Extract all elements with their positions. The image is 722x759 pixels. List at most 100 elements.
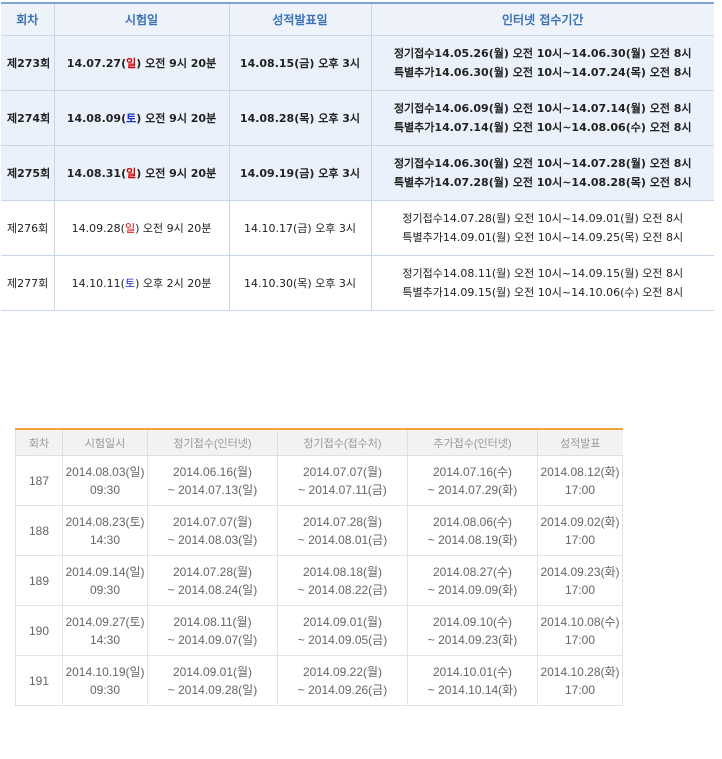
exam-datetime-cell-line2: 09:30 <box>89 582 121 597</box>
result-date-cell: 14.08.28(목) 오후 3시 <box>228 90 371 146</box>
regular-online-cell: 2014.07.07(월) ~ 2014.08.03(일) <box>147 505 278 556</box>
header-exam-date: 시험일 <box>53 2 229 36</box>
result-cell-line2: 17:00 <box>564 682 596 697</box>
header-regular-offline: 정기접수(접수처) <box>277 428 408 456</box>
result-cell-line2: 17:00 <box>564 632 596 647</box>
result-date-cell: 14.08.15(금) 오후 3시 <box>228 35 371 91</box>
exam-date-prefix: 14.08.31( <box>66 166 127 180</box>
result-cell: 2014.09.02(화) 17:00 <box>537 505 623 556</box>
regular-online-cell-line1: 2014.08.11(월) <box>173 614 252 629</box>
exam-date-prefix: 14.07.27( <box>66 56 127 70</box>
result-cell: 2014.08.12(화) 17:00 <box>537 455 623 506</box>
additional-online-cell-line2: ~ 2014.08.19(화) <box>427 532 518 547</box>
result-cell-line1: 2014.10.08(수) <box>540 614 620 629</box>
table2-header-row: 회차 시험일시 정기접수(인터넷) 정기접수(접수처) 추가접수(인터넷) 성적… <box>15 428 623 456</box>
regular-online-cell-line2: ~ 2014.09.07(일) <box>167 632 258 647</box>
exam-datetime-cell: 2014.09.27(토) 14:30 <box>62 605 148 656</box>
regular-online-cell-line1: 2014.09.01(월) <box>172 664 253 679</box>
regular-offline-cell-line2: ~ 2014.08.01(금) <box>297 532 388 547</box>
regular-online-cell-line1: 2014.07.28(월) <box>172 564 253 579</box>
registration-period-cell: 정기접수14.05.26(월) 오전 10시~14.06.30(월) 오전 8시… <box>370 35 714 91</box>
exam-time: ) 오전 9시 20분 <box>136 56 217 70</box>
regular-offline-cell-line1: 2014.07.07(월) <box>302 464 383 479</box>
exam-datetime-cell: 2014.08.23(토) 14:30 <box>62 505 148 556</box>
regular-online-cell-line1: 2014.06.16(월) <box>172 464 253 479</box>
regular-online-cell-line2: ~ 2014.08.24(일) <box>167 582 258 597</box>
result-date-cell: 14.10.17(금) 오후 3시 <box>228 200 371 256</box>
header-exam-datetime: 시험일시 <box>62 428 148 456</box>
table1-header-row: 회차 시험일 성적발표일 인터넷 접수기간 <box>1 2 714 36</box>
special-registration: 특별추가14.06.30(월) 오전 10시~14.07.24(목) 오전 8시 <box>393 66 692 79</box>
table-row: 제274회 14.08.09(토) 오전 9시 20분 14.08.28(목) 오후… <box>1 90 714 146</box>
exam-date-cell: 14.08.09(토) 오전 9시 20분 <box>53 90 229 146</box>
exam-date-cell: 14.07.27(일) 오전 9시 20분 <box>53 35 229 91</box>
exam-schedule-table-2: 회차 시험일시 정기접수(인터넷) 정기접수(접수처) 추가접수(인터넷) 성적… <box>15 428 623 706</box>
table-row: 189 2014.09.14(일) 09:30 2014.07.28(월) ~ 2014… <box>15 555 623 606</box>
exam-weekday: 일 <box>124 221 136 235</box>
registration-period-cell: 정기접수14.06.30(월) 오전 10시~14.07.28(월) 오전 8시… <box>370 145 714 201</box>
exam-datetime-cell: 2014.09.14(일) 09:30 <box>62 555 148 606</box>
exam-datetime-cell-line1: 2014.09.27(토) <box>65 614 145 629</box>
round-cell: 188 <box>15 505 63 556</box>
header-round: 회차 <box>15 428 63 456</box>
registration-period-cell: 정기접수14.07.28(월) 오전 10시~14.09.01(월) 오전 8시… <box>370 200 714 256</box>
regular-offline-cell: 2014.09.22(월) ~ 2014.09.26(금) <box>277 655 408 706</box>
exam-date-prefix: 14.08.09( <box>66 111 127 125</box>
regular-offline-cell: 2014.07.07(월) ~ 2014.07.11(금) <box>277 455 408 506</box>
regular-offline-cell-line1: 2014.09.01(월) <box>302 614 383 629</box>
table-row: 제276회 14.09.28(일) 오전 9시 20분 14.10.17(금) 오후… <box>1 200 714 256</box>
registration-period-cell: 정기접수14.06.09(월) 오전 10시~14.07.14(월) 오전 8시… <box>370 90 714 146</box>
regular-registration: 정기접수14.08.11(월) 오전 10시~14.09.15(월) 오전 8시 <box>402 267 684 280</box>
exam-datetime-cell-line2: 14:30 <box>89 532 121 547</box>
table-row: 188 2014.08.23(토) 14:30 2014.07.07(월) ~ 2014… <box>15 505 623 556</box>
result-cell-line2: 17:00 <box>564 532 596 547</box>
exam-datetime-cell: 2014.08.03(일) 09:30 <box>62 455 148 506</box>
regular-offline-cell: 2014.08.18(월) ~ 2014.08.22(금) <box>277 555 408 606</box>
round-cell: 187 <box>15 455 63 506</box>
regular-online-cell: 2014.07.28(월) ~ 2014.08.24(일) <box>147 555 278 606</box>
regular-offline-cell: 2014.07.28(월) ~ 2014.08.01(금) <box>277 505 408 556</box>
exam-weekday: 일 <box>126 56 137 70</box>
round-cell: 제273회 <box>1 35 54 91</box>
exam-time: ) 오후 2시 20분 <box>135 276 212 290</box>
table-row: 190 2014.09.27(토) 14:30 2014.08.11(월) ~ 2014… <box>15 605 623 656</box>
exam-time: ) 오전 9시 20분 <box>136 166 217 180</box>
exam-datetime-cell-line1: 2014.09.14(일) <box>65 564 145 579</box>
additional-online-cell-line1: 2014.08.27(수) <box>432 564 513 579</box>
exam-date-prefix: 14.10.11( <box>71 276 125 290</box>
additional-online-cell-line2: ~ 2014.09.09(화) <box>427 582 518 597</box>
additional-online-cell-line1: 2014.07.16(수) <box>432 464 513 479</box>
exam-datetime-cell: 2014.10.19(일) 09:30 <box>62 655 148 706</box>
exam-datetime-cell-line1: 2014.08.03(일) <box>65 464 145 479</box>
regular-offline-cell: 2014.09.01(월) ~ 2014.09.05(금) <box>277 605 408 656</box>
regular-offline-cell-line2: ~ 2014.07.11(금) <box>298 482 387 497</box>
regular-registration: 정기접수14.05.26(월) 오전 10시~14.06.30(월) 오전 8시 <box>393 47 692 60</box>
additional-online-cell-line2: ~ 2014.07.29(화) <box>427 482 518 497</box>
header-regular-online: 정기접수(인터넷) <box>147 428 278 456</box>
regular-offline-cell-line1: 2014.07.28(월) <box>302 514 383 529</box>
round-cell: 제277회 <box>1 255 54 311</box>
regular-offline-cell-line1: 2014.08.18(월) <box>302 564 383 579</box>
result-cell: 2014.09.23(화) 17:00 <box>537 555 623 606</box>
result-date-cell: 14.10.30(목) 오후 3시 <box>228 255 371 311</box>
header-online-registration: 인터넷 접수기간 <box>370 2 714 36</box>
exam-weekday: 일 <box>126 166 137 180</box>
header-result: 성적발표 <box>537 428 623 456</box>
exam-datetime-cell-line1: 2014.10.19(일) <box>65 664 145 679</box>
regular-online-cell-line2: ~ 2014.07.13(일) <box>167 482 258 497</box>
exam-datetime-cell-line2: 09:30 <box>89 482 121 497</box>
regular-registration: 정기접수14.06.09(월) 오전 10시~14.07.14(월) 오전 8시 <box>393 102 692 115</box>
round-cell: 제276회 <box>1 200 54 256</box>
exam-date-cell: 14.09.28(일) 오전 9시 20분 <box>53 200 229 256</box>
table-row: 제273회 14.07.27(일) 오전 9시 20분 14.08.15(금) 오후… <box>1 35 714 91</box>
exam-weekday: 토 <box>126 111 137 125</box>
exam-datetime-cell-line1: 2014.08.23(토) <box>65 514 145 529</box>
additional-online-cell: 2014.08.27(수) ~ 2014.09.09(화) <box>407 555 538 606</box>
exam-time: ) 오전 9시 20분 <box>135 221 212 235</box>
table-row: 191 2014.10.19(일) 09:30 2014.09.01(월) ~ 2014… <box>15 655 623 706</box>
additional-online-cell: 2014.10.01(수) ~ 2014.10.14(화) <box>407 655 538 706</box>
exam-datetime-cell-line2: 14:30 <box>89 632 121 647</box>
additional-online-cell-line2: ~ 2014.10.14(화) <box>427 682 518 697</box>
header-result-date: 성적발표일 <box>228 2 371 36</box>
exam-date-cell: 14.08.31(일) 오전 9시 20분 <box>53 145 229 201</box>
